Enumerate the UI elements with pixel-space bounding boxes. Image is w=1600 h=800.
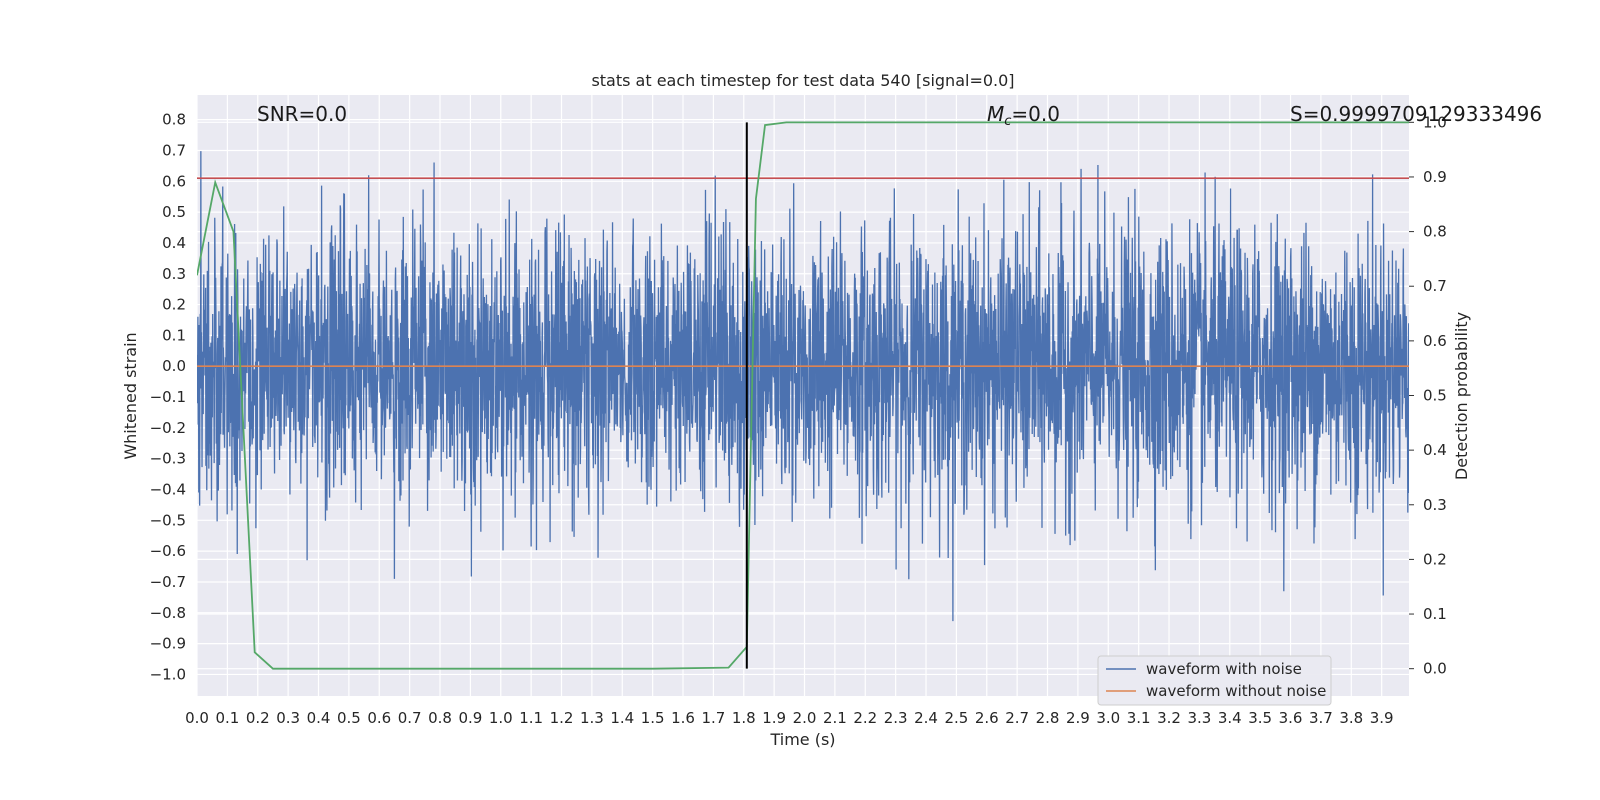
x-tick-label: 2.9 <box>1066 709 1090 727</box>
right-y-tick-labels: 1.0 0.9 0.8 0.7 0.6 0.5 0.4 0.3 0.2 0.1 0.0 <box>1409 113 1447 678</box>
x-tick-label: 0.9 <box>458 709 482 727</box>
x-tick-label: 3.7 <box>1309 709 1333 727</box>
x-tick-label: 3.8 <box>1339 709 1363 727</box>
x-tick-label: 3.1 <box>1127 709 1151 727</box>
x-tick-label: 0.7 <box>398 709 422 727</box>
x-tick-label: 2.4 <box>914 709 938 727</box>
x-tick-label: 1.6 <box>671 709 695 727</box>
chart-title: stats at each timestep for test data 540… <box>591 71 1014 90</box>
x-tick-label: 2.0 <box>793 709 817 727</box>
x-tick-label: 2.2 <box>853 709 877 727</box>
x-tick-label: 1.3 <box>580 709 604 727</box>
series-layer <box>197 121 1409 670</box>
y-tick-labels: 0.8 0.7 0.6 0.5 0.4 0.3 0.2 0.1 0.0 −0.1 −0.2 −0.3 −… <box>150 111 186 684</box>
series-detection-probability <box>197 121 1409 670</box>
right-y-tick-label: 0.2 <box>1423 550 1447 568</box>
legend-label-noise: waveform with noise <box>1146 660 1302 678</box>
y-tick-label: −0.4 <box>150 481 186 499</box>
x-tick-label: 3.2 <box>1157 709 1181 727</box>
legend-label-clean: waveform without noise <box>1146 682 1326 700</box>
x-tick-label: 2.1 <box>823 709 847 727</box>
x-tick-label: 0.3 <box>276 709 300 727</box>
x-tick-label: 0.2 <box>246 709 270 727</box>
x-tick-label: 0.4 <box>307 709 331 727</box>
x-axis-label: Time (s) <box>769 730 835 749</box>
snr-annotation: SNR=0.0 <box>257 102 347 126</box>
y-tick-label: −0.3 <box>150 450 186 468</box>
y-tick-label: 0.0 <box>162 357 186 375</box>
x-tick-label: 2.7 <box>1005 709 1029 727</box>
mc-subscript: c <box>1004 114 1011 129</box>
x-tick-label: 1.4 <box>610 709 634 727</box>
y-tick-label: −1.0 <box>150 665 186 683</box>
right-y-tick-label: 0.1 <box>1423 605 1447 623</box>
x-tick-label: 0.5 <box>337 709 361 727</box>
y-tick-label: 0.5 <box>162 203 186 221</box>
right-y-tick-label: 0.7 <box>1423 277 1447 295</box>
right-y-tick-label: 0.4 <box>1423 441 1447 459</box>
y-tick-label: 0.2 <box>162 296 186 314</box>
x-tick-label: 1.8 <box>732 709 756 727</box>
x-tick-label: 0.6 <box>367 709 391 727</box>
y-tick-label: 0.1 <box>162 326 186 344</box>
right-y-tick-label: 0.9 <box>1423 168 1447 186</box>
grid <box>196 95 1409 696</box>
x-tick-label: 2.8 <box>1036 709 1060 727</box>
right-y-tick-label: 0.0 <box>1423 660 1447 678</box>
mc-annotation: Mc=0.0 <box>987 102 1060 129</box>
y-tick-label: 0.6 <box>162 172 186 190</box>
x-tick-label: 1.0 <box>489 709 513 727</box>
mc-value: =0.0 <box>1011 102 1060 126</box>
x-tick-label: 0.8 <box>428 709 452 727</box>
x-tick-label: 1.5 <box>641 709 665 727</box>
y-tick-label: 0.3 <box>162 265 186 283</box>
y-tick-label: −0.6 <box>150 542 186 560</box>
right-y-tick-label: 1.0 <box>1423 113 1447 131</box>
y-tick-label: −0.7 <box>150 573 186 591</box>
x-tick-label: 0.1 <box>215 709 239 727</box>
x-tick-label: 1.7 <box>701 709 725 727</box>
right-y-tick-label: 0.3 <box>1423 496 1447 514</box>
x-tick-label: 1.2 <box>550 709 574 727</box>
legend-box <box>1097 655 1332 706</box>
right-y-tick-label: 0.6 <box>1423 332 1447 350</box>
x-tick-label: 3.5 <box>1248 709 1272 727</box>
x-tick-label: 2.5 <box>944 709 968 727</box>
y-tick-label: −0.8 <box>150 604 186 622</box>
x-tick-label: 3.3 <box>1187 709 1211 727</box>
x-tick-label: 3.9 <box>1370 709 1394 727</box>
x-tick-label: 1.1 <box>519 709 543 727</box>
y-tick-label: −0.2 <box>150 419 186 437</box>
y-tick-label: −0.9 <box>150 635 186 653</box>
x-tick-labels: 0.0 0.1 0.2 0.3 0.4 0.5 0.6 0.7 0.8 0.9 1.0 1.1 1.2 1… <box>185 709 1394 727</box>
mc-symbol: M <box>987 102 1004 126</box>
x-tick-label: 2.6 <box>975 709 999 727</box>
right-y-axis-label: Detection probability <box>1452 312 1471 480</box>
x-tick-label: 1.9 <box>762 709 786 727</box>
x-tick-label: 0.0 <box>185 709 209 727</box>
y-axis-label: Whitened strain <box>121 332 140 459</box>
legend: waveform with noise waveform without noi… <box>1097 655 1332 706</box>
score-annotation: S=0.9999709129333496 <box>1290 102 1542 126</box>
x-tick-label: 3.6 <box>1279 709 1303 727</box>
right-y-tick-label: 0.8 <box>1423 223 1447 241</box>
y-tick-label: 0.8 <box>162 111 186 129</box>
series-waveform-with-noise <box>197 151 1409 622</box>
x-tick-label: 3.0 <box>1096 709 1120 727</box>
y-tick-label: 0.4 <box>162 234 186 252</box>
right-y-tick-label: 0.5 <box>1423 387 1447 405</box>
y-tick-label: −0.5 <box>150 511 186 529</box>
y-tick-label: 0.7 <box>162 141 186 159</box>
x-tick-label: 3.4 <box>1218 709 1242 727</box>
x-tick-label: 2.3 <box>884 709 908 727</box>
y-tick-label: −0.1 <box>150 388 186 406</box>
